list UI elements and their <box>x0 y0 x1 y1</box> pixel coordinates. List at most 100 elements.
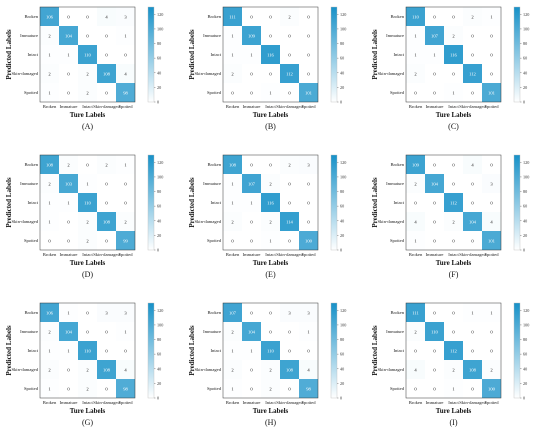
x-tick-label: Broken <box>226 104 240 109</box>
cell-value-label: 109 <box>412 162 420 167</box>
matrix-border <box>405 6 502 103</box>
heatmap-cell <box>280 26 299 45</box>
cell-value-label: 0 <box>452 162 455 167</box>
heatmap-cell <box>242 7 261 26</box>
heatmap-cell <box>425 26 444 45</box>
cell-value-label: 0 <box>452 329 455 334</box>
cell-value-label: 0 <box>490 329 493 334</box>
heatmap-cell <box>78 45 97 64</box>
cell-value-label: 114 <box>286 219 293 224</box>
heatmap-cell <box>242 155 261 174</box>
cell-value-label: 2 <box>48 367 51 372</box>
heatmap-cell <box>78 360 97 379</box>
cell-value-label: 109 <box>248 33 256 38</box>
matrix-border <box>405 302 502 399</box>
x-tick-label: Intact <box>82 104 93 109</box>
cell-value-label: 0 <box>250 310 253 315</box>
heatmap-cell <box>78 303 97 322</box>
matrix-border <box>222 6 319 103</box>
heatmap-cell <box>242 26 261 45</box>
heatmap-cell <box>97 231 116 250</box>
cell-value-label: 0 <box>471 348 474 353</box>
heatmap-cell <box>299 303 318 322</box>
heatmap-cell <box>406 212 425 231</box>
heatmap-cell <box>482 193 501 212</box>
cell-value-label: 2 <box>86 71 89 76</box>
cell-value-label: 108 <box>46 162 54 167</box>
cell-value-label: 2 <box>452 33 455 38</box>
heatmap-cell <box>242 174 261 193</box>
heatmap-cell <box>444 303 463 322</box>
cell-value-label: 108 <box>103 367 111 372</box>
colorbar-tick-label: 40 <box>157 218 161 223</box>
y-tick-label: Skin-damaged <box>377 219 404 224</box>
x-tick-label: Immature <box>60 252 78 257</box>
colorbar <box>513 302 521 399</box>
cell-value-label: 0 <box>105 90 108 95</box>
heatmap-cell <box>463 231 482 250</box>
x-tick-label: Skin-damaged <box>276 400 303 405</box>
cell-value-label: 0 <box>307 71 310 76</box>
x-tick-label: Spotted <box>484 252 499 257</box>
confusion-matrix-panel: 106 0 0 4 32 104 0 0 11 1 110 0 02 0 2 108 41 0 2 0 98Broken… <box>5 6 163 131</box>
cell-value-label: 110 <box>412 14 419 19</box>
y-axis-label: Predicted Labels <box>188 29 196 80</box>
cell-value-label: 107 <box>431 33 439 38</box>
heatmap-cell <box>425 303 444 322</box>
cell-value-label: 0 <box>250 386 253 391</box>
cell-value-label: 2 <box>48 71 51 76</box>
colorbar-tick-label: 120 <box>340 12 346 17</box>
cell-value-label: 2 <box>269 219 272 224</box>
cell-value-label: 108 <box>469 367 477 372</box>
heatmap-cell <box>482 45 501 64</box>
x-axis-label: Ture Labels <box>253 111 289 119</box>
panel-label: (E) <box>265 270 276 279</box>
heatmap-cell <box>59 193 78 212</box>
colorbar-tick-label: 20 <box>340 85 344 90</box>
heatmap-cell <box>463 193 482 212</box>
cell-value-label: 0 <box>288 386 291 391</box>
x-tick-label: Broken <box>43 400 57 405</box>
colorbar-tick-label: 100 <box>523 174 529 179</box>
cell-value-label: 2 <box>86 219 89 224</box>
heatmap-cell <box>406 155 425 174</box>
heatmap-cell <box>299 193 318 212</box>
cell-value-label: 0 <box>471 181 474 186</box>
panel-label: (F) <box>449 270 459 279</box>
heatmap-cell <box>97 45 116 64</box>
heatmap-cell <box>59 26 78 45</box>
cell-value-label: 1 <box>48 348 51 353</box>
cell-value-label: 1 <box>67 310 70 315</box>
cell-value-label: 0 <box>307 348 310 353</box>
colorbar-tick-label: 20 <box>157 381 161 386</box>
colorbar-tick-label: 40 <box>340 70 344 75</box>
matrix-border <box>222 154 319 251</box>
cell-value-label: 0 <box>288 33 291 38</box>
colorbar-tick-label: 20 <box>340 233 344 238</box>
heatmap-cell <box>299 26 318 45</box>
cell-value-label: 2 <box>231 71 234 76</box>
heatmap-cell <box>444 322 463 341</box>
heatmap-cell <box>261 45 280 64</box>
confusion-matrix-panel: 110 0 0 2 11 107 2 0 01 1 116 0 02 0 0 112 00 0 1 0 101Broke… <box>371 6 529 131</box>
heatmap-cell <box>59 322 78 341</box>
heatmap-cell <box>116 64 135 83</box>
heatmap-cell <box>406 26 425 45</box>
heatmap-cell <box>425 322 444 341</box>
heatmap-cell <box>425 231 444 250</box>
cell-value-label: 103 <box>65 181 73 186</box>
heatmap-cell <box>261 303 280 322</box>
y-tick-label: Skin-damaged <box>194 71 221 76</box>
cell-value-label: 108 <box>286 367 294 372</box>
heatmap-cell <box>261 193 280 212</box>
heatmap-cell <box>78 193 97 212</box>
cell-value-label: 0 <box>414 200 417 205</box>
cell-value-label: 2 <box>288 162 291 167</box>
heatmap-cell <box>242 379 261 398</box>
cell-value-label: 0 <box>67 238 70 243</box>
colorbar-tick-label: 0 <box>340 396 342 401</box>
colorbar-tick-label: 20 <box>523 381 527 386</box>
colorbar-tick-label: 100 <box>340 322 346 327</box>
colorbar-tick-label: 120 <box>157 308 163 313</box>
heatmap-cell <box>406 360 425 379</box>
